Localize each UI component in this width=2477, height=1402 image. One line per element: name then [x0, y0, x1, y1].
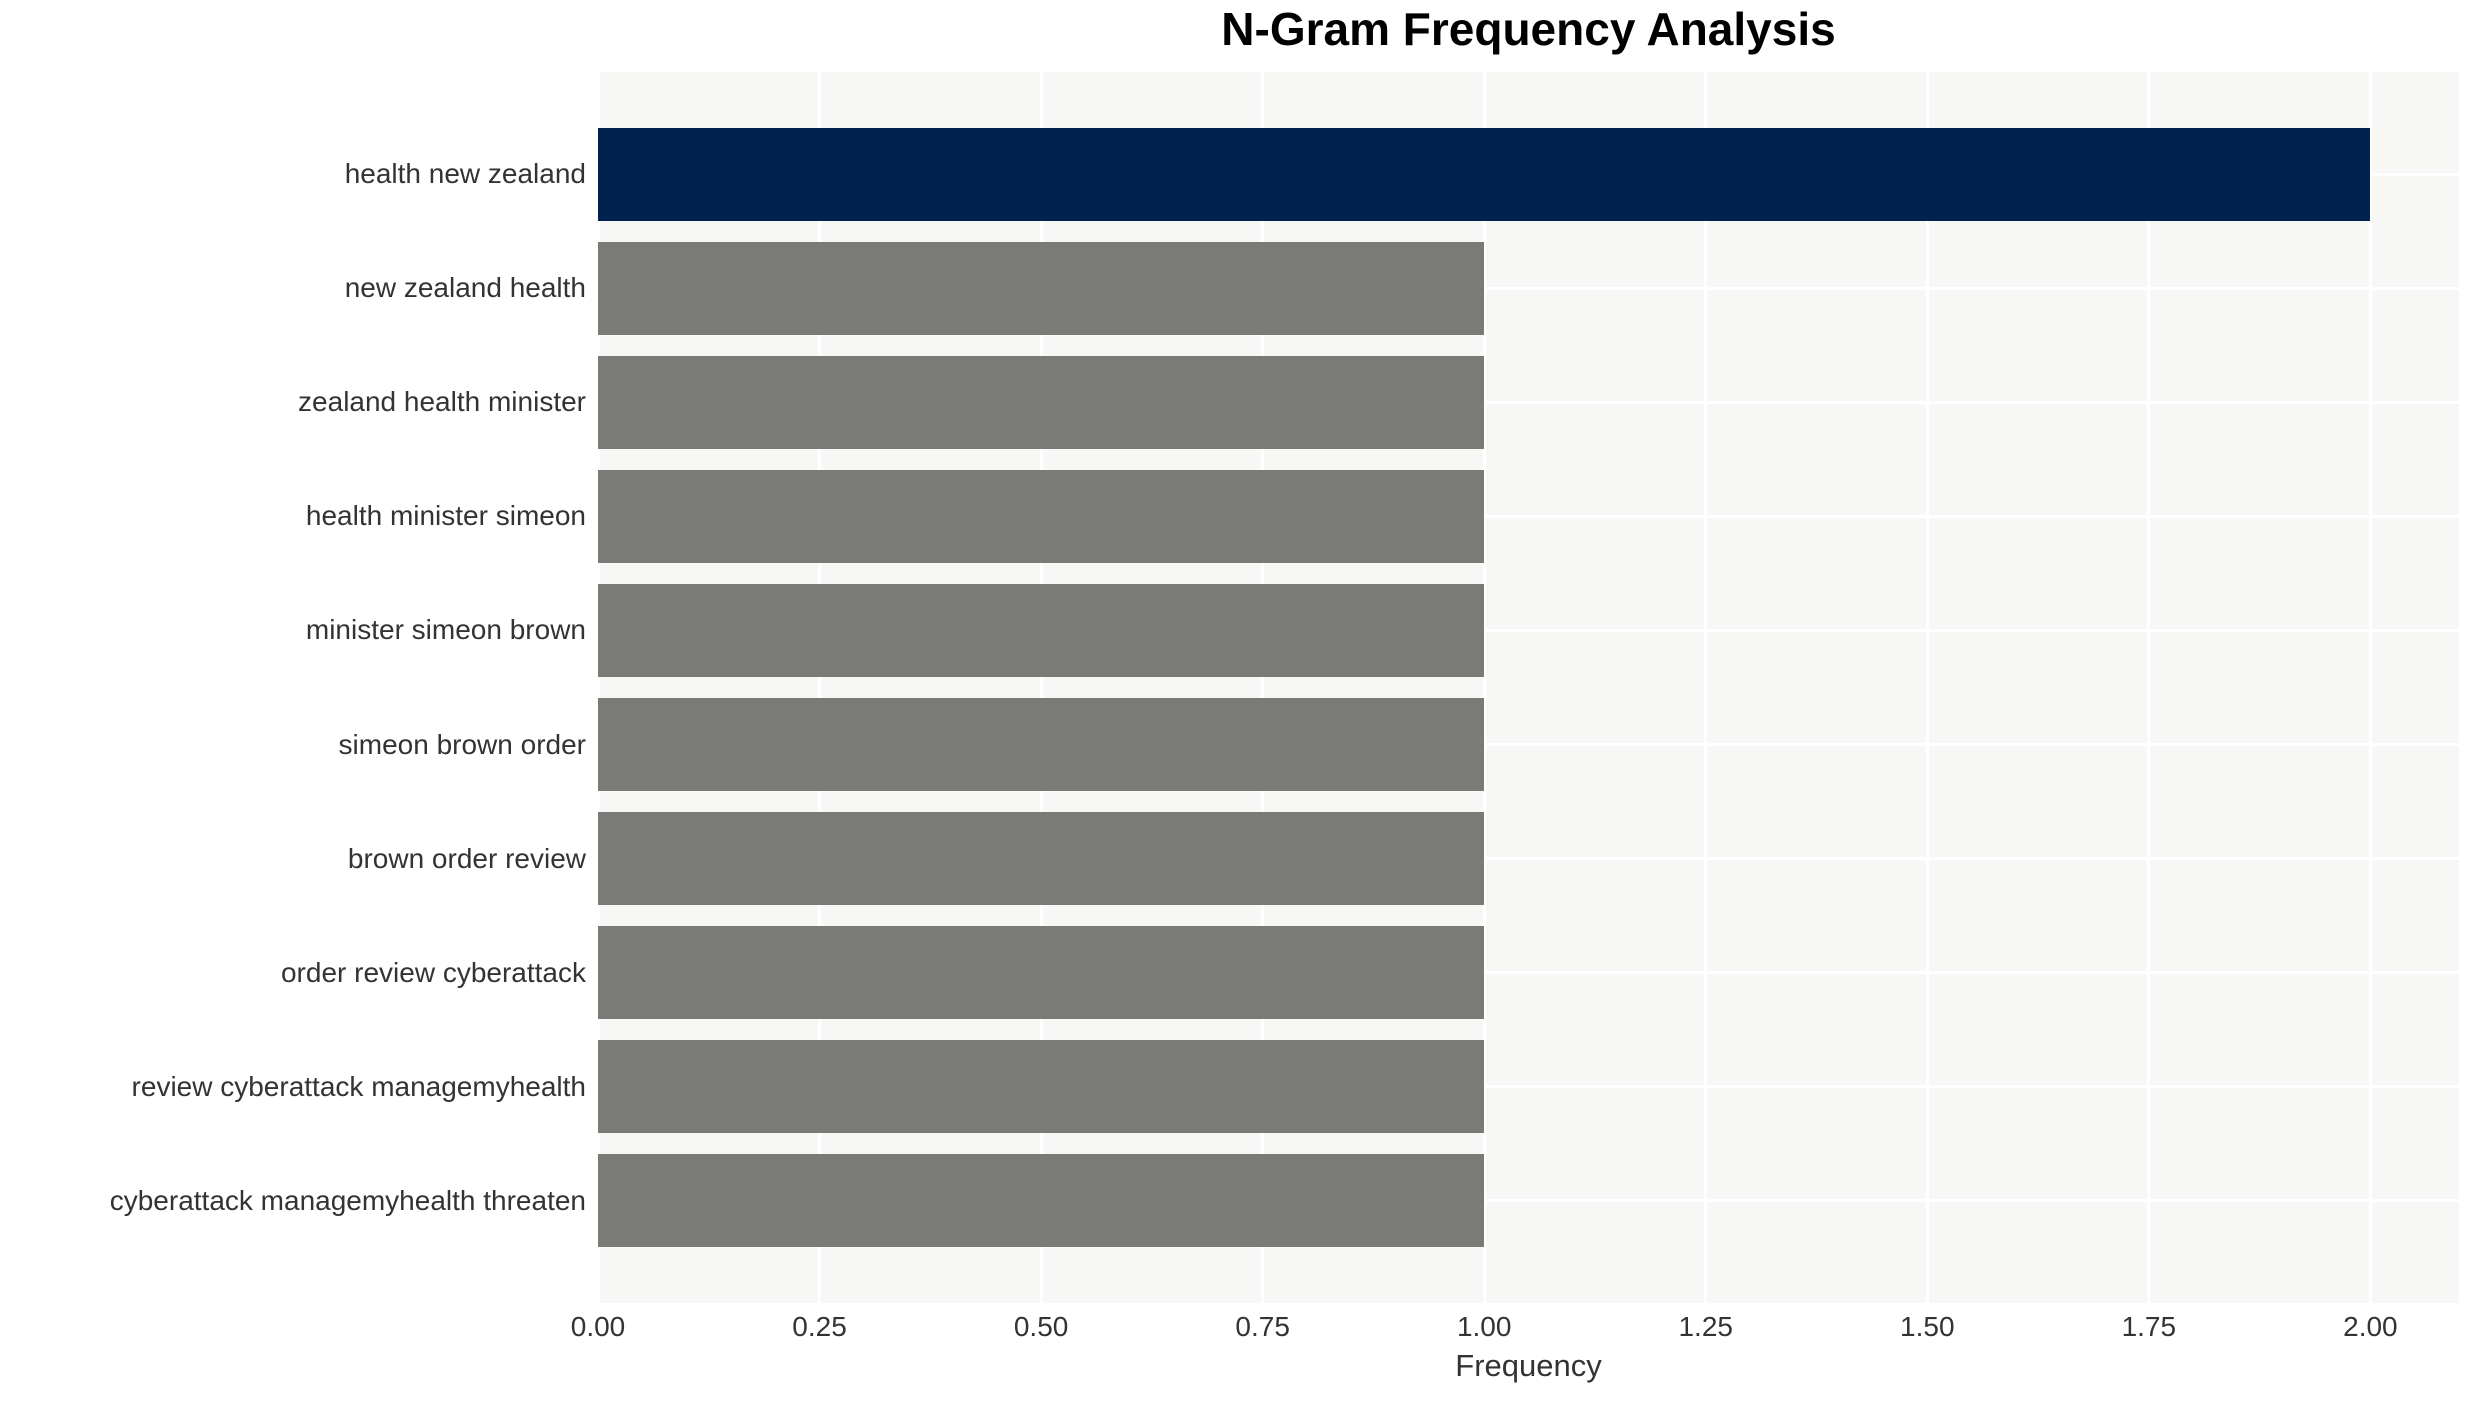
horizontal-gridline — [598, 514, 2459, 518]
x-tick-label: 0.75 — [1235, 1311, 1290, 1342]
chart-title: N-Gram Frequency Analysis — [1221, 3, 1836, 55]
horizontal-gridline — [598, 628, 2459, 632]
horizontal-gridline — [598, 971, 2459, 975]
x-tick-label: 0.25 — [792, 1311, 847, 1342]
bar-review-cyberattack-managemyhealth — [598, 1040, 1485, 1134]
vertical-gridline — [2147, 72, 2151, 1303]
y-tick-label: order review cyberattack — [280, 956, 586, 988]
bar-brown-order-review — [598, 812, 1485, 906]
bar-minister-simeon-brown — [598, 583, 1485, 677]
bar-cyberattack-managemyhealth-threaten — [598, 1154, 1485, 1248]
bar-new-zealand-health — [598, 241, 1485, 335]
x-tick-label: 2.00 — [2343, 1311, 2398, 1342]
x-tick-label: 1.50 — [1900, 1311, 1955, 1342]
vertical-gridline — [1704, 72, 1708, 1303]
x-tick-label: 1.25 — [1678, 1311, 1733, 1342]
y-tick-label: health minister simeon — [305, 500, 586, 532]
y-tick-label: health new zealand — [344, 158, 586, 190]
bar-simeon-brown-order — [598, 698, 1485, 792]
vertical-gridline — [818, 72, 822, 1303]
bar-zealand-health-minister — [598, 355, 1485, 449]
horizontal-gridline — [598, 743, 2459, 747]
horizontal-gridline — [598, 857, 2459, 861]
vertical-gridline — [1482, 72, 1486, 1303]
y-tick-label: simeon brown order — [338, 728, 586, 760]
vertical-gridline — [1261, 72, 1265, 1303]
x-tick-label: 0.50 — [1013, 1311, 1069, 1342]
vertical-gridline — [1039, 72, 1043, 1303]
horizontal-gridline — [598, 1199, 2459, 1203]
y-tick-label: review cyberattack managemyhealth — [131, 1070, 586, 1102]
y-tick-label: brown order review — [347, 842, 586, 874]
y-tick-label: cyberattack managemyhealth threaten — [109, 1184, 586, 1216]
bar-health-new-zealand — [598, 127, 2371, 221]
vertical-gridline — [1925, 72, 1929, 1303]
y-tick-label: minister simeon brown — [305, 614, 586, 646]
horizontal-gridline — [598, 286, 2459, 290]
horizontal-gridline — [598, 400, 2459, 404]
bar-order-review-cyberattack — [598, 926, 1485, 1020]
x-tick-label: 0.00 — [570, 1311, 626, 1342]
vertical-gridline — [2368, 72, 2372, 1303]
vertical-gridline — [596, 72, 600, 1303]
y-tick-label: new zealand health — [344, 272, 586, 304]
x-tick-label: 1.00 — [1456, 1311, 1512, 1342]
plot-area — [596, 72, 2459, 1303]
bar-health-minister-simeon — [598, 469, 1485, 563]
y-tick-label: zealand health minister — [298, 386, 586, 418]
x-tick-label: 1.75 — [2121, 1311, 2177, 1342]
x-axis-title: Frequency — [1455, 1348, 1602, 1383]
horizontal-gridline — [598, 1085, 2459, 1089]
